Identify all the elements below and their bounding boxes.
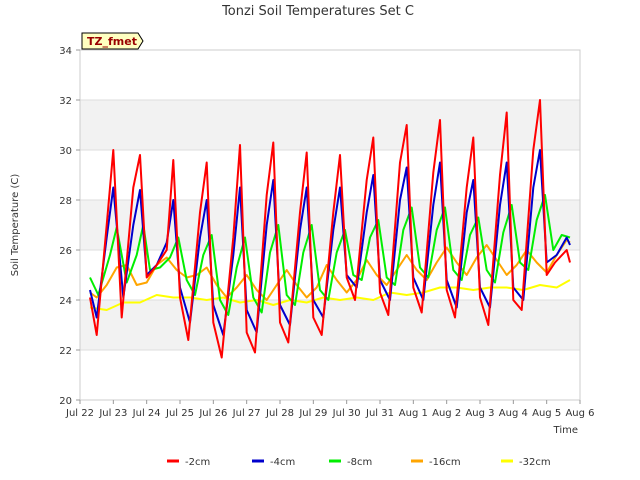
y-axis-ticks: 20 22 24 26 28 30 32 34 — [59, 46, 80, 407]
legend-label: -16cm — [429, 457, 461, 468]
y-tick-label: 22 — [59, 346, 72, 357]
grid-band — [80, 100, 580, 150]
x-tick-label: Aug 2 — [432, 408, 461, 419]
x-tick-label: Jul 28 — [265, 408, 294, 419]
annotation-label: TZ_fmet — [87, 35, 137, 48]
x-tick-label: Aug 3 — [465, 408, 494, 419]
y-tick-label: 32 — [59, 96, 72, 107]
y-tick-label: 24 — [59, 296, 72, 307]
y-tick-label: 20 — [59, 396, 72, 407]
x-tick-label: Jul 29 — [298, 408, 327, 419]
legend-label: -2cm — [185, 457, 210, 468]
x-tick-label: Aug 1 — [399, 408, 428, 419]
y-tick-label: 28 — [59, 196, 72, 207]
x-tick-label: Jul 22 — [65, 408, 94, 419]
x-tick-label: Jul 23 — [98, 408, 127, 419]
legend: -2cm -4cm -8cm -16cm -32cm — [167, 457, 551, 468]
x-tick-label: Jul 31 — [365, 408, 394, 419]
x-tick-label: Jul 26 — [198, 408, 227, 419]
y-tick-label: 26 — [59, 246, 72, 257]
x-tick-label: Jul 27 — [232, 408, 261, 419]
x-tick-label: Jul 25 — [165, 408, 194, 419]
chart-title: Tonzi Soil Temperatures Set C — [221, 4, 414, 19]
series-line-4cm — [89, 149, 571, 336]
series-layer — [89, 99, 571, 359]
x-axis-ticks: Jul 22 Jul 23 Jul 24 Jul 25 Jul 26 Jul 27 Jul … — [65, 400, 595, 419]
x-tick-label: Aug 5 — [532, 408, 561, 419]
series-line-2cm — [89, 99, 571, 359]
annotation-tag-shape — [81, 32, 144, 50]
x-tick-label: Jul 30 — [332, 408, 361, 419]
y-tick-label: 30 — [59, 146, 72, 157]
legend-label: -4cm — [270, 457, 295, 468]
y-tick-label: 34 — [59, 46, 72, 57]
x-axis-label: Time — [553, 425, 578, 436]
plot-frame — [79, 49, 581, 401]
y-axis-label: Soil Temperature (C) — [10, 174, 21, 277]
grid-band — [80, 300, 580, 350]
x-tick-label: Aug 6 — [565, 408, 594, 419]
legend-label: -8cm — [347, 457, 372, 468]
series-line-8cm — [89, 194, 571, 316]
legend-label: -32cm — [519, 457, 551, 468]
x-tick-label: Aug 4 — [499, 408, 528, 419]
x-tick-label: Jul 24 — [132, 408, 161, 419]
annotation-box: TZ_fmet — [81, 32, 144, 50]
